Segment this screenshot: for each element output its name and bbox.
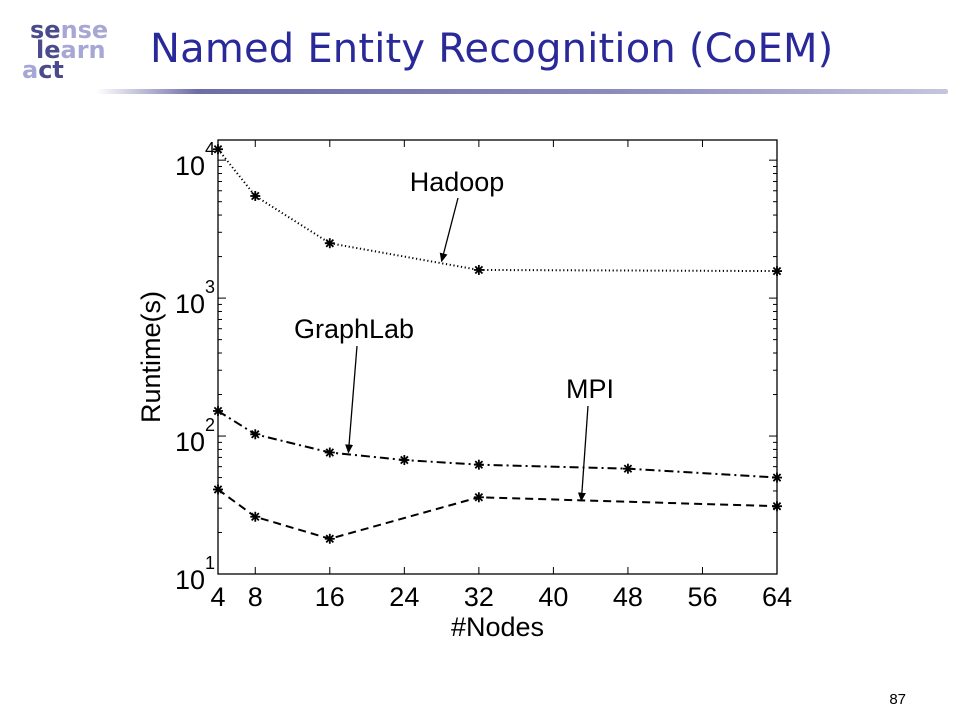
x-tick-label: 40: [538, 582, 568, 612]
x-tick-label: 4: [210, 582, 225, 612]
marker-stroke: [325, 448, 335, 457]
y-tick-label: 10: [175, 289, 205, 319]
logo-line-1-dark: se: [30, 16, 61, 44]
chart-labels: 4 8 16 24 32 40 48 56 64101102103104#NodesRuntim…: [136, 139, 792, 642]
marker-stroke: [251, 191, 260, 201]
marker-stroke: [474, 493, 484, 502]
series-line-mpi: [217, 488, 778, 540]
sense-learn-act-logo: sense learn act: [22, 14, 122, 84]
x-tick-label: 8: [248, 582, 263, 612]
y-tick-exponent: 1: [205, 553, 215, 573]
marker-stroke: [400, 455, 409, 465]
x-tick-label: 16: [315, 582, 345, 612]
data-point-mpi: [473, 492, 484, 503]
marker-stroke: [251, 430, 260, 439]
data-point-graphlab: [250, 429, 261, 440]
x-tick-label: 32: [464, 582, 494, 612]
y-tick-exponent: 2: [205, 415, 215, 435]
logo-line-3-dark: ct: [38, 56, 64, 84]
logo-line-3: act: [22, 58, 64, 82]
x-axis-label: #Nodes: [451, 612, 544, 642]
y-axis-label: Runtime(s): [136, 291, 166, 423]
data-point-hadoop: [473, 264, 484, 275]
logo-line-3-light: a: [22, 56, 39, 84]
x-tick-label: 24: [389, 582, 419, 612]
annotation-arrow-graphlab: [345, 345, 358, 454]
marker-stroke: [474, 460, 484, 469]
data-point-mpi: [250, 511, 261, 522]
marker-stroke: [623, 464, 633, 473]
chart-axes: [217, 139, 778, 575]
marker-stroke: [251, 512, 260, 521]
marker-stroke: [325, 534, 335, 544]
logo-line-2-dark: le: [36, 36, 61, 64]
marker-stroke: [474, 265, 484, 275]
annotation-arrow-mpi: [577, 405, 589, 502]
logo-line-2-light: arn: [60, 36, 106, 64]
series-points: [213, 144, 782, 544]
data-point-graphlab: [622, 463, 633, 474]
page-number: 87: [889, 691, 906, 708]
data-point-hadoop: [250, 190, 261, 201]
title-underline: [96, 89, 948, 94]
data-point-graphlab: [473, 459, 484, 470]
logo-line-1-light: nse: [60, 16, 109, 44]
y-tick-label: 10: [175, 427, 205, 457]
y-tick-label: 10: [175, 565, 205, 595]
y-tick-label: 10: [175, 151, 205, 181]
slide-title: Named Entity Recognition (CoEM): [150, 26, 834, 72]
annotation-arrow-hadoop: [439, 197, 459, 263]
plot-frame: [217, 139, 778, 575]
x-tick-label: 56: [687, 582, 717, 612]
annotation-mpi: MPI: [566, 374, 614, 404]
x-tick-label: 64: [762, 582, 792, 612]
data-point-graphlab: [324, 447, 335, 458]
data-point-mpi: [324, 533, 335, 544]
logo-line-1: sense: [30, 18, 108, 42]
data-point-hadoop: [324, 238, 335, 249]
y-tick-exponent: 4: [205, 139, 215, 159]
y-tick-exponent: 3: [205, 277, 215, 297]
marker-stroke: [325, 238, 335, 248]
logo-line-2: learn: [36, 38, 106, 62]
series-line-graphlab: [217, 410, 778, 479]
data-point-graphlab: [399, 455, 410, 466]
annotation-graphlab: GraphLab: [294, 314, 414, 344]
x-tick-label: 48: [613, 582, 643, 612]
annotation-hadoop: Hadoop: [410, 167, 505, 197]
series-lines: [217, 148, 778, 540]
